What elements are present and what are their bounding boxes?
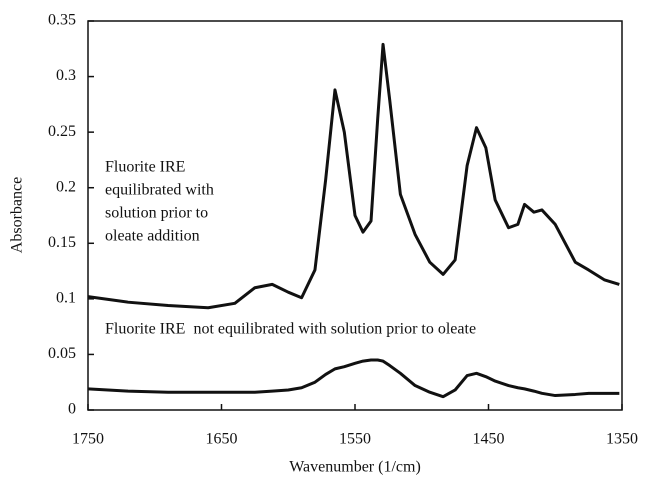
y-tick-label: 0.05 <box>48 345 76 362</box>
y-tick-label: 0 <box>68 401 76 418</box>
spectrum-line <box>87 358 620 399</box>
annotation: equilibrated with <box>105 182 214 199</box>
x-tick-label: 1350 <box>606 431 638 448</box>
annotation: solution prior to <box>105 205 208 222</box>
x-tick-label: 1450 <box>473 431 505 448</box>
annotation: Fluorite IRE <box>105 159 185 176</box>
y-tick-label: 0.1 <box>56 290 76 307</box>
y-axis-label: Absorbance <box>9 177 26 253</box>
y-tick-label: 0.15 <box>48 234 76 251</box>
y-tick-label: 0.3 <box>56 67 76 84</box>
x-tick-label: 1750 <box>72 431 104 448</box>
spectrum-line <box>87 42 620 310</box>
x-tick-label: 1650 <box>206 431 238 448</box>
x-axis-label: Wavenumber (1/cm) <box>289 459 421 476</box>
x-tick-label: 1550 <box>339 431 371 448</box>
y-tick-label: 0.35 <box>48 12 76 29</box>
annotation: Fluorite IRE not equilibrated with solut… <box>105 321 476 338</box>
y-tick-label: 0.2 <box>56 178 76 195</box>
y-tick-label: 0.25 <box>48 123 76 140</box>
annotation: oleate addition <box>105 228 200 245</box>
